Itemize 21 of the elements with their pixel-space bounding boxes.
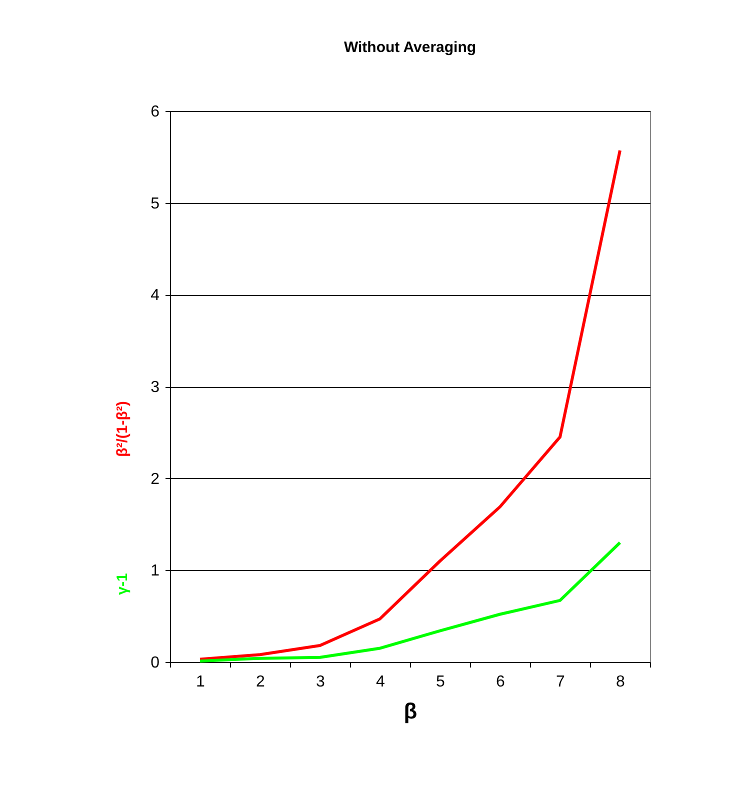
y-tick-label: 1	[150, 562, 160, 580]
text: γ-1	[114, 573, 131, 595]
x-tick-label: 6	[496, 674, 506, 690]
x-tick-label: 7	[556, 674, 566, 690]
text: β²/(1-β²)	[114, 401, 131, 457]
x-tick-label: 8	[616, 674, 626, 690]
y-tick-label: 0	[150, 654, 160, 672]
y-tick-label: 5	[150, 195, 160, 212]
line-series	[198, 541, 622, 663]
x-tick-label: 3	[316, 674, 326, 690]
y-tick-label: 4	[150, 287, 160, 304]
chart-title: Without Averaging	[344, 39, 476, 56]
x-tick-label: 5	[436, 674, 446, 690]
y-tick-label: 6	[150, 104, 160, 120]
x-tick-label: 2	[256, 674, 266, 690]
y-tick-label: 3	[150, 379, 160, 396]
x-tick-label: 4	[376, 674, 386, 690]
line-series	[198, 148, 622, 661]
x-axis-title: β	[404, 698, 418, 724]
x-tick-label: 1	[196, 674, 206, 690]
y-tick-label: 2	[150, 470, 160, 488]
